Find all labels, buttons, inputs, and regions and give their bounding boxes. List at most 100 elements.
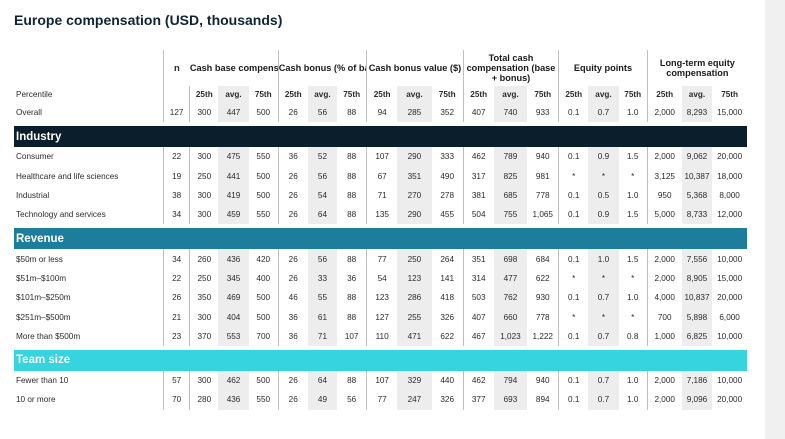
value-cell: 20,000	[717, 395, 743, 405]
value-cell: 5,000	[646, 205, 682, 225]
value-cell: 1.5	[627, 152, 639, 162]
percentile-header-cell: avg.	[397, 86, 432, 103]
value-cell: 930	[535, 293, 550, 303]
value-cell: 622	[535, 273, 550, 283]
value-cell: 54	[366, 268, 398, 289]
value-cell: 351	[397, 166, 432, 186]
value-cell: 740	[493, 103, 528, 123]
value-cell: 825	[493, 166, 528, 186]
value-cell: 250	[189, 166, 219, 186]
value-cell: 0.1	[558, 390, 589, 410]
percentile-header-cell: 75th	[721, 90, 739, 99]
value-cell: 2,000	[646, 268, 682, 289]
value-cell: 36	[347, 273, 357, 283]
row-label: $51m–$100m	[16, 273, 67, 283]
value-cell: 469	[218, 288, 249, 308]
n-cell: 26	[162, 288, 190, 308]
value-cell: 1,000	[646, 326, 682, 346]
value-cell: 300	[189, 185, 219, 206]
percentile-header-cell: 75th	[534, 90, 552, 99]
value-cell: 407	[462, 103, 494, 123]
value-cell: *	[631, 171, 635, 181]
value-cell: 407	[462, 307, 494, 327]
row-label: 10 or more	[16, 395, 56, 405]
value-cell: *	[631, 273, 635, 283]
value-cell: 0.9	[588, 205, 619, 225]
percentile-header-cell: avg.	[307, 86, 338, 103]
value-cell: 141	[440, 273, 455, 283]
value-cell: 300	[189, 147, 219, 167]
value-cell: 1.5	[627, 210, 639, 220]
n-cell: 38	[162, 185, 190, 206]
value-cell: 88	[347, 171, 357, 181]
scroll-gutter	[765, 0, 785, 439]
row-label: Technology and services	[16, 210, 106, 220]
value-cell: 135	[366, 205, 398, 225]
row-label: Healthcare and life sciences	[16, 171, 119, 181]
value-cell: 286	[397, 288, 432, 308]
n-cell: 23	[162, 326, 190, 346]
percentile-header-cell: 25th	[462, 86, 494, 103]
value-cell: 447	[218, 103, 249, 123]
value-cell: *	[558, 307, 589, 327]
value-cell: 441	[218, 166, 249, 186]
value-cell: 26	[277, 370, 308, 391]
value-cell: 467	[462, 326, 494, 346]
value-cell: 26	[277, 166, 308, 186]
value-cell: 500	[256, 171, 271, 181]
label-header	[14, 50, 163, 86]
value-cell: 26	[277, 205, 308, 225]
value-cell: 350	[189, 288, 219, 308]
value-cell: 1.0	[588, 249, 619, 269]
value-cell: 250	[189, 268, 219, 289]
value-cell: 56	[347, 395, 357, 405]
value-cell: 381	[462, 185, 494, 206]
percentile-header-cell: avg.	[681, 86, 713, 103]
value-cell: 345	[218, 268, 249, 289]
value-cell: 0.1	[558, 147, 589, 167]
value-cell: 314	[462, 268, 494, 289]
value-cell: 778	[535, 191, 550, 201]
table-row: Healthcare and life sciences 19 250 441 500 2…	[14, 166, 747, 186]
value-cell: 377	[462, 390, 494, 410]
value-cell: 0.1	[558, 103, 589, 123]
value-cell: 88	[347, 376, 357, 386]
value-cell: 1,023	[493, 326, 528, 346]
table-row: Consumer 22 300 475 550 36 52 88 107 290 333 462 789…	[14, 147, 747, 167]
value-cell: 477	[493, 268, 528, 289]
value-cell: 9,062	[681, 147, 713, 167]
value-cell: *	[588, 268, 619, 289]
group-header-equity-points: Equity points	[558, 50, 648, 86]
value-cell: 553	[218, 326, 249, 346]
value-cell: 71	[366, 185, 398, 206]
value-cell: 0.7	[588, 390, 619, 410]
value-cell: 1,222	[532, 331, 553, 341]
group-header-cash-base: Cash base compensation	[189, 63, 279, 73]
value-cell: 459	[218, 205, 249, 225]
value-cell: 49	[307, 390, 338, 410]
group-header-long-term-equity: Long-term equity compensation	[646, 50, 747, 86]
value-cell: 290	[397, 147, 432, 167]
value-cell: 300	[189, 103, 219, 123]
row-label: $50m or less	[16, 254, 63, 264]
value-cell: 56	[307, 249, 338, 269]
value-cell: 94	[366, 103, 398, 123]
percentile-label: Percentile	[16, 90, 53, 99]
row-label: $251m–$500m	[16, 312, 71, 322]
value-cell: 278	[440, 191, 455, 201]
value-cell: 326	[440, 312, 455, 322]
page-title: Europe compensation (USD, thousands)	[14, 12, 283, 28]
percentile-header-cell: avg.	[588, 86, 619, 103]
value-cell: 455	[440, 210, 455, 220]
table-row: Fewer than 10 57 300 462 500 26 64 88 107 329 440 4…	[14, 370, 747, 391]
value-cell: 107	[366, 147, 398, 167]
value-cell: 55	[307, 288, 338, 308]
value-cell: 2,000	[646, 103, 682, 123]
value-cell: 471	[397, 326, 432, 346]
n-cell: 34	[162, 205, 190, 225]
value-cell: 0.9	[588, 147, 619, 167]
section-title: Revenue	[14, 228, 747, 250]
table-row: $251m–$500m 21 300 404 500 36 61 88 127 255 326 407…	[14, 307, 747, 327]
value-cell: 490	[440, 171, 455, 181]
percentile-header-cell: 75th	[254, 90, 272, 99]
